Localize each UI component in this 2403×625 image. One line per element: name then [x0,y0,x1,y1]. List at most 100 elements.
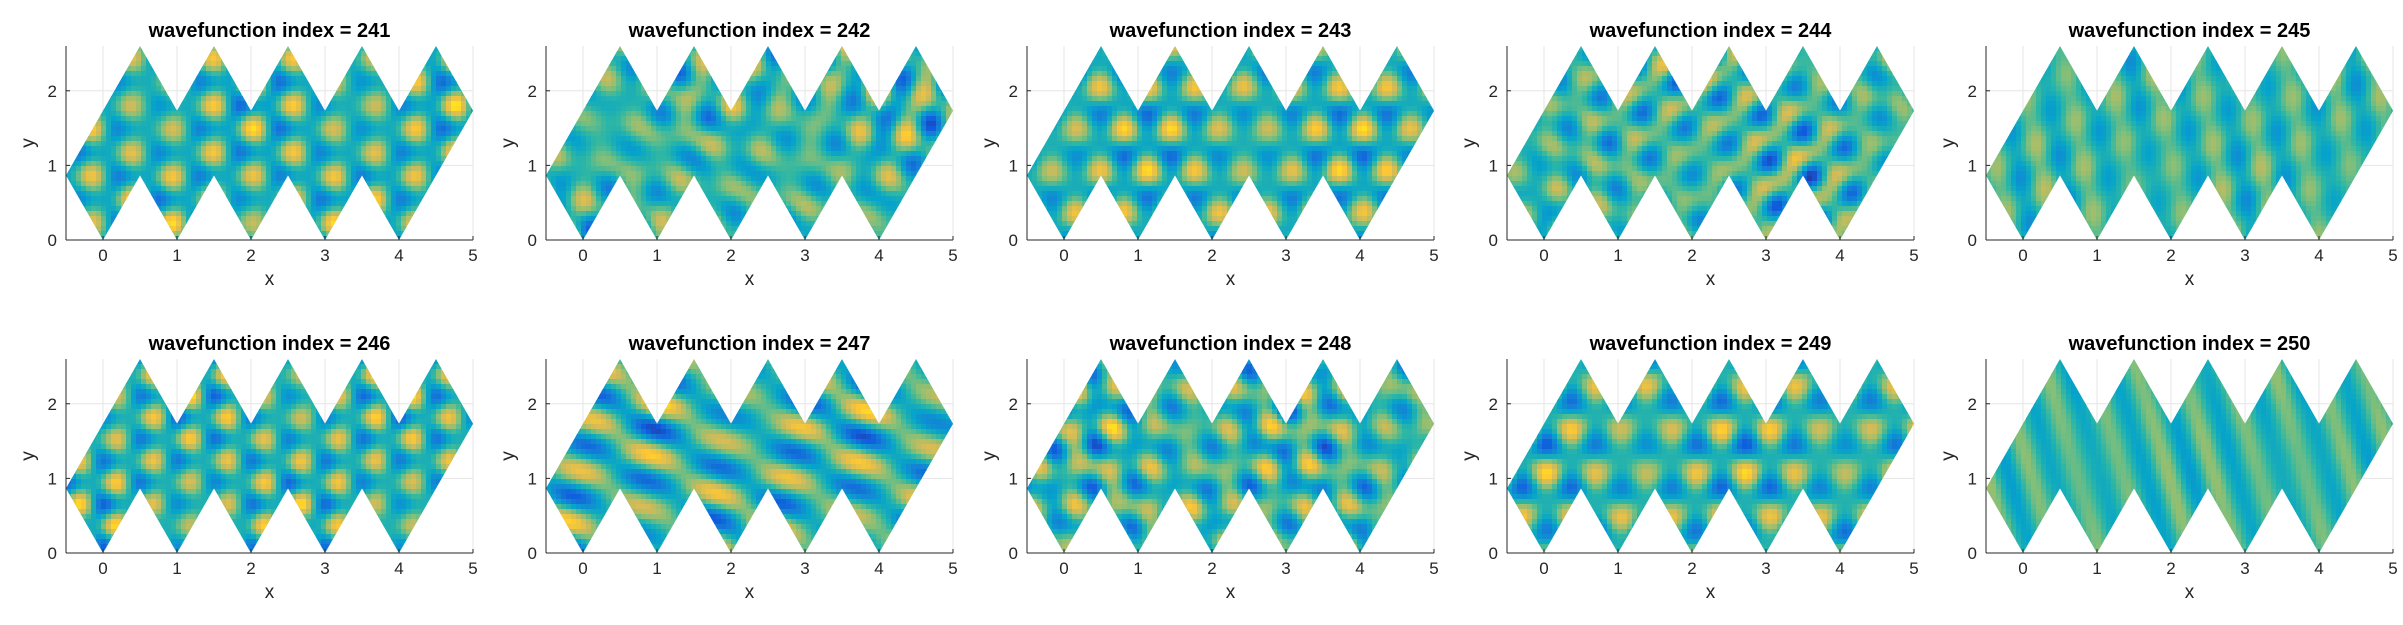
field-cell [191,116,197,122]
field-cell [456,91,462,97]
field-cell [861,136,867,142]
field-cell [406,221,412,227]
field-cell [406,76,412,82]
field-cell [941,76,947,82]
field-cell [916,116,922,122]
field-cell [101,101,107,107]
field-cell [411,216,417,222]
field-cell [416,156,422,162]
field-cell [76,51,82,57]
field-cell [231,151,237,157]
field-cell [136,196,142,202]
field-cell [421,126,427,132]
field-cell [906,106,912,112]
field-cell [806,131,812,137]
field-cell [226,156,232,162]
field-cell [386,51,392,57]
field-cell [396,116,402,122]
field-cell [851,56,857,62]
field-cell [466,141,472,147]
field-cell [771,141,777,147]
field-cell [591,146,597,152]
field-cell [266,56,272,62]
field-cell [396,171,402,177]
field-cell [216,126,222,132]
field-cell [711,71,717,77]
field-cell [856,131,862,137]
field-cell [206,176,212,182]
field-cell [951,56,953,62]
field-cell [551,56,557,62]
field-cell [91,61,97,67]
field-cell [66,171,72,177]
field-cell [561,121,567,127]
field-cell [366,191,372,197]
field-cell [661,76,667,82]
field-cell [166,46,172,52]
field-cell [466,196,472,202]
field-cell [211,136,217,142]
field-cell [346,171,352,177]
field-cell [196,166,202,172]
field-cell [396,201,402,207]
field-cell [336,111,342,117]
field-cell [381,91,387,97]
field-cell [756,131,762,137]
field-cell [141,56,147,62]
field-cell [81,146,87,152]
field-cell [896,121,902,127]
field-cell [791,61,797,67]
field-cell [146,176,152,182]
field-cell [446,66,452,72]
field-cell [446,76,452,82]
field-cell [151,191,157,197]
field-cell [461,121,467,127]
field-cell [316,156,322,162]
field-cell [166,91,172,97]
field-cell [451,191,457,197]
field-cell [336,76,342,82]
field-cell [676,71,682,77]
field-cell [121,221,127,227]
field-cell [381,231,387,237]
field-cell [151,171,157,177]
field-cell [431,71,437,77]
field-cell [71,181,77,187]
field-cell [391,121,397,127]
field-cell [81,131,87,137]
field-cell [206,96,212,102]
field-cell [376,216,382,222]
field-cell [141,186,147,192]
field-cell [146,66,152,72]
field-cell [691,151,697,157]
field-cell [411,106,417,112]
field-cell [736,146,742,152]
field-cell [291,81,297,87]
field-cell [251,206,257,212]
field-cell [776,81,782,87]
field-cell [211,216,217,222]
field-cell [216,91,222,97]
field-cell [826,111,832,117]
field-cell [131,66,137,72]
field-cell [166,176,172,182]
field-cell [446,111,452,117]
field-cell [81,56,87,62]
field-cell [636,96,642,102]
field-cell [451,186,457,192]
field-cell [121,86,127,92]
field-cell [296,136,302,142]
field-cell [891,126,897,132]
field-cell [186,136,192,142]
field-cell [451,91,457,97]
field-cell [711,131,717,137]
field-cell [276,196,282,202]
field-cell [106,116,112,122]
field-cell [366,231,372,237]
field-cell [186,211,192,217]
field-cell [171,186,177,192]
field-cell [326,76,332,82]
field-cell [381,66,387,72]
field-cell [396,166,402,172]
field-cell [101,61,107,67]
